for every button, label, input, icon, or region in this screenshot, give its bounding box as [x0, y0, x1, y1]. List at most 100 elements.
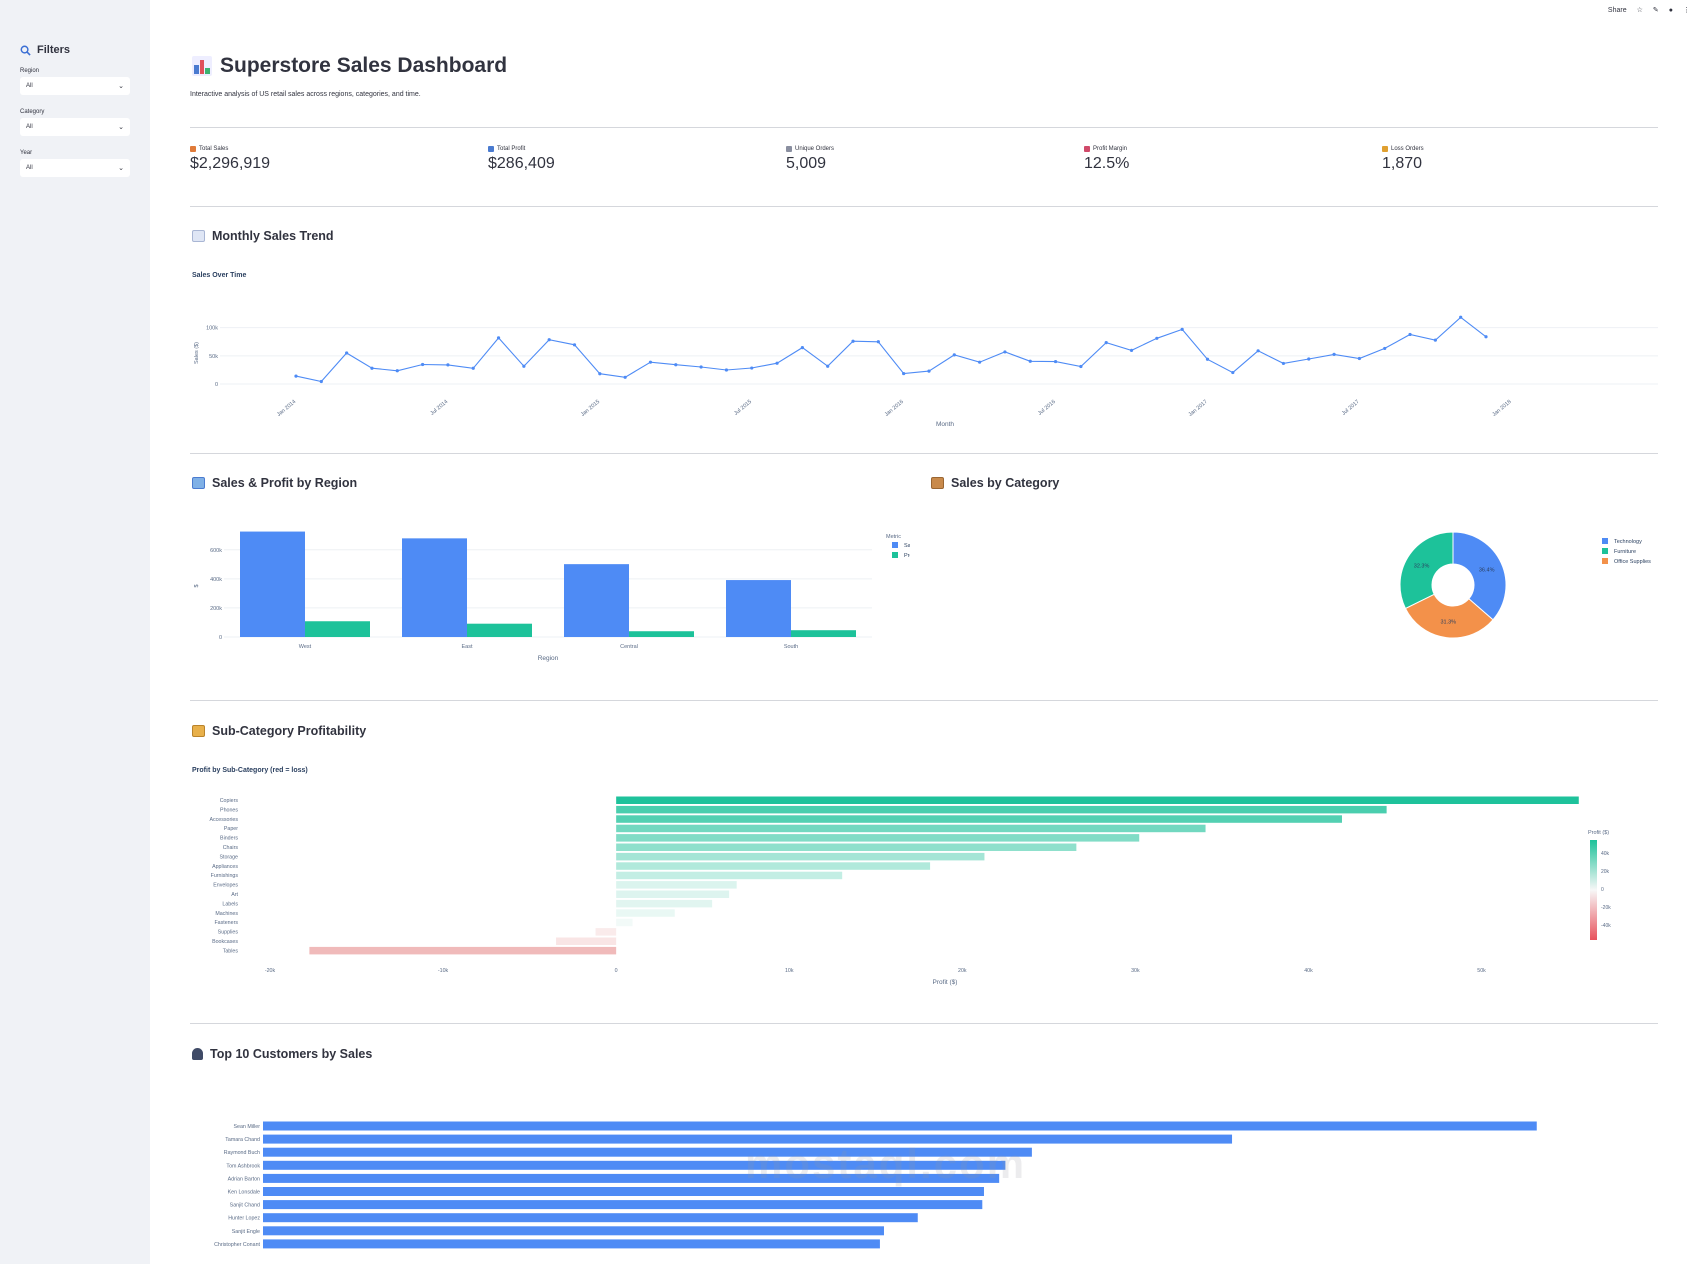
pie-slice	[1452, 531, 1507, 621]
data-point	[927, 369, 931, 373]
bar-subcategory	[616, 881, 737, 889]
x-tick-label: Jul 2016	[1037, 399, 1057, 417]
y-tick-label: Accessories	[209, 817, 238, 823]
data-point	[1079, 364, 1083, 369]
colorbar-tick: 0	[1601, 887, 1604, 893]
trophy-icon	[192, 725, 205, 737]
metric-value: $2,296,919	[190, 155, 271, 172]
subcategory-profit-chart[interactable]: Copiers Phones Accessories Paper Binders Chai…	[190, 790, 1658, 990]
data-point	[978, 360, 982, 364]
legend-swatch	[1602, 538, 1608, 544]
metric-label-row: Loss Orders	[1382, 146, 1662, 152]
x-tick-label: Jan 2016	[884, 399, 905, 418]
x-axis-label: Profit ($)	[933, 979, 958, 986]
metric-value: 12.5%	[1084, 155, 1130, 172]
x-tick-label: Jan 2015	[580, 399, 601, 418]
x-tick-label: 40k	[1304, 968, 1313, 974]
bar-profit	[629, 631, 694, 637]
y-tick-label: Copiers	[220, 798, 239, 804]
data-point	[826, 364, 830, 368]
data-point	[1307, 357, 1311, 361]
data-point	[1180, 327, 1184, 331]
data-point	[724, 368, 729, 372]
x-tick-label: 20k	[958, 968, 967, 974]
filter-select-region[interactable]: All ⌄	[20, 77, 130, 95]
bar-subcategory	[616, 843, 1077, 851]
y-tick-label: Raymond Buch	[224, 1150, 260, 1156]
data-point	[1129, 348, 1134, 352]
section-monthly: Monthly Sales Trend	[192, 229, 334, 243]
y-tick-label: 50k	[209, 354, 218, 360]
metric-value: 5,009	[786, 155, 827, 172]
data-point	[1332, 352, 1336, 356]
data-point	[1281, 361, 1286, 366]
bar-sales	[564, 564, 629, 637]
filter-label: Year	[20, 150, 33, 156]
bar-customer	[263, 1239, 880, 1249]
star-icon[interactable]: ☆	[1636, 7, 1643, 14]
x-tick-label: South	[784, 644, 798, 650]
x-tick-label: East	[461, 644, 472, 650]
category-donut-chart[interactable]: 36.4% 31.3% 32.3% Technology Furniture Office…	[930, 520, 1658, 650]
pie-slice	[1399, 531, 1454, 610]
y-tick-label: Furnishings	[211, 873, 239, 879]
top-customers-chart[interactable]: Sean Miller Tamara Chand Raymond Buch Tom A…	[190, 1090, 1658, 1260]
filter-value: All	[26, 83, 33, 89]
metric-icon	[786, 146, 792, 152]
bar-customer	[263, 1147, 1032, 1157]
bar-subcategory	[616, 852, 985, 861]
share-button[interactable]: Share	[1607, 6, 1627, 14]
y-tick-label: Envelopes	[213, 883, 238, 889]
y-tick-label: Machines	[215, 911, 238, 917]
section-region-title: Sales & Profit by Region	[212, 476, 358, 490]
more-menu-icon[interactable]: ⋮	[1683, 7, 1690, 14]
page-subtitle: Interactive analysis of US retail sales …	[190, 91, 421, 98]
sales-line	[295, 316, 1487, 383]
metric-label: Unique Orders	[795, 146, 835, 152]
x-tick-label: Jan 2018	[1491, 399, 1512, 418]
map-icon	[192, 477, 205, 489]
filter-select-year[interactable]: All ⌄	[20, 159, 130, 177]
data-point	[547, 338, 551, 342]
metric-label-row: Profit Margin	[1084, 146, 1364, 152]
y-tick-label: 600k	[210, 548, 222, 554]
page-title: Superstore Sales Dashboard	[220, 54, 508, 77]
edit-icon[interactable]: ✎	[1652, 7, 1659, 14]
x-tick-label: Jul 2015	[733, 399, 753, 417]
bar-chart-icon	[192, 56, 212, 76]
watermark: mostaql.com	[745, 1140, 1027, 1187]
data-point	[395, 369, 399, 373]
data-point	[1205, 357, 1210, 361]
data-point	[1003, 350, 1007, 354]
metric-label-row: Total Profit	[488, 146, 768, 152]
y-tick-label: Chairs	[223, 845, 239, 851]
legend-swatch	[1602, 558, 1608, 564]
bar-subcategory	[616, 824, 1206, 833]
section-monthly-title: Monthly Sales Trend	[212, 229, 334, 243]
github-icon[interactable]: ●	[1668, 6, 1673, 14]
y-tick-label: 100k	[206, 326, 218, 332]
data-point	[800, 345, 804, 350]
x-tick-label: 10k	[785, 968, 794, 974]
monthly-sales-chart[interactable]: 0 50k 100k Sales ($) Jan 2014 Jul 2014 Jan 201…	[190, 300, 1658, 430]
data-point	[876, 340, 880, 344]
y-tick-label: 0	[219, 635, 222, 641]
metric-icon	[488, 146, 494, 152]
pie-slice	[1404, 593, 1494, 639]
filter-select-category[interactable]: All ⌄	[20, 118, 130, 136]
slice-label: 32.3%	[1414, 563, 1430, 569]
y-axis-label: $	[194, 584, 200, 587]
colorbar-tick: -40k	[1601, 923, 1611, 929]
region-bar-chart[interactable]: 0 200k 400k 600k $ West East Central South Region…	[190, 520, 910, 670]
metric-label-row: Total Sales	[190, 146, 470, 152]
colorbar-tick: 20k	[1601, 869, 1610, 875]
y-tick-label: Phones	[220, 807, 238, 813]
data-point	[851, 339, 855, 343]
data-point	[952, 353, 956, 357]
metric-icon	[1084, 146, 1090, 152]
colorbar-title: Profit ($)	[1588, 830, 1609, 836]
search-icon	[20, 45, 31, 56]
bar-subcategory	[616, 815, 1342, 823]
section-customers: Top 10 Customers by Sales	[192, 1047, 372, 1061]
box-icon	[931, 477, 944, 489]
